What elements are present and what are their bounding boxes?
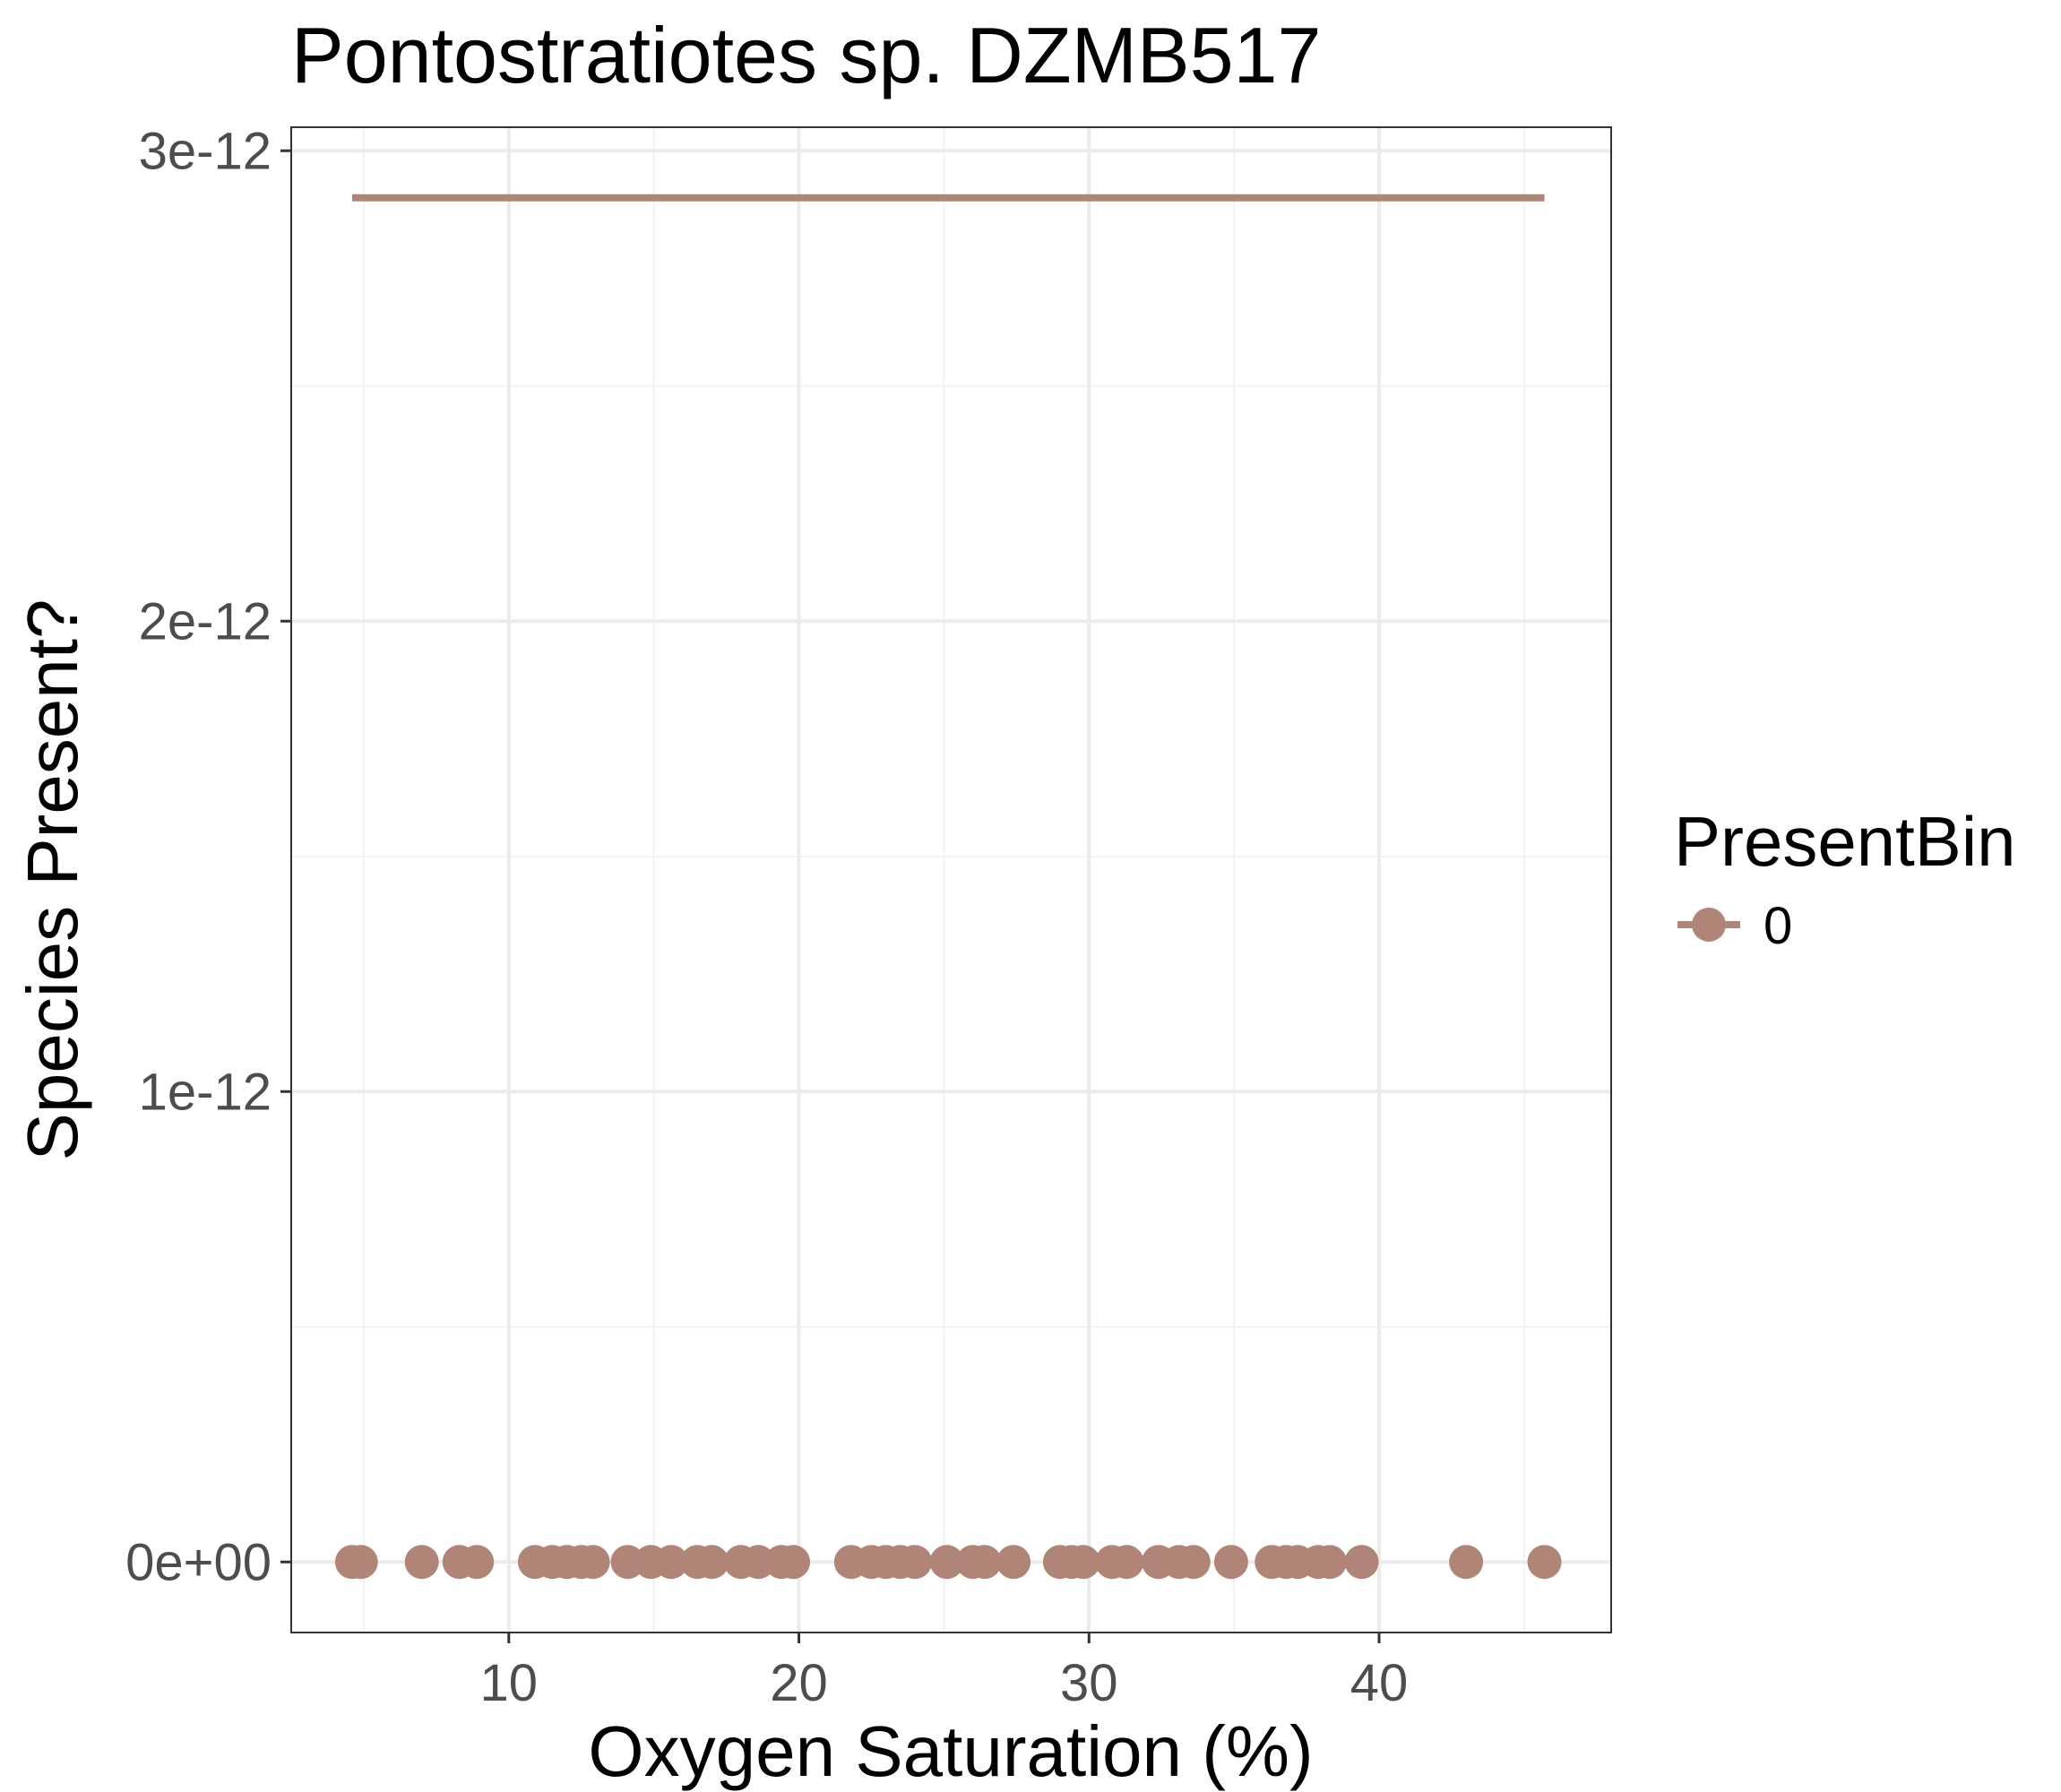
x-tick-label: 40: [1350, 1654, 1409, 1712]
y-tick-label: 1e-12: [139, 1063, 272, 1121]
legend-label: 0: [1763, 897, 1792, 955]
data-point: [575, 1545, 610, 1580]
plot-area: [290, 126, 1612, 1633]
data-point: [1213, 1545, 1248, 1580]
legend-entries: 0: [1677, 897, 1792, 955]
data-point: [996, 1545, 1031, 1580]
data-point: [654, 1545, 689, 1580]
data-points: [334, 1545, 1562, 1580]
plot-border: [290, 126, 1612, 1633]
data-point: [1344, 1545, 1379, 1580]
data-point: [1527, 1545, 1562, 1580]
legend-key-point: [1692, 908, 1726, 942]
y-tick-label: 3e-12: [139, 122, 272, 180]
y-axis: 0e+00 1e-12 2e-12 3e-12: [125, 122, 291, 1591]
data-point: [694, 1545, 729, 1580]
y-axis-title: Species Present?: [13, 599, 92, 1160]
x-tick-label: 30: [1060, 1654, 1118, 1712]
y-tick-label: 0e+00: [125, 1533, 272, 1591]
data-point: [1176, 1545, 1211, 1580]
plot-panel: [291, 127, 1611, 1633]
data-point: [404, 1545, 439, 1580]
data-point: [1312, 1545, 1347, 1580]
data-point: [967, 1545, 1002, 1580]
x-tick-label: 20: [770, 1654, 828, 1712]
data-point: [460, 1545, 495, 1580]
legend-title: PresentBin: [1674, 802, 2016, 881]
x-axis-title: Oxygen Saturation (%): [588, 1711, 1313, 1791]
data-point: [1109, 1545, 1144, 1580]
x-tick-label: 10: [480, 1654, 539, 1712]
legend: PresentBin 0: [1674, 802, 2016, 955]
data-point: [898, 1545, 933, 1580]
data-point: [929, 1545, 964, 1580]
data-point: [1449, 1545, 1484, 1580]
y-tick-label: 2e-12: [139, 592, 272, 650]
data-point: [776, 1545, 811, 1580]
x-axis: 10 20 30 40: [480, 1633, 1409, 1712]
data-point: [343, 1545, 378, 1580]
chart-title: Pontostratiotes sp. DZMB517: [291, 11, 1321, 99]
data-point: [1065, 1545, 1100, 1580]
